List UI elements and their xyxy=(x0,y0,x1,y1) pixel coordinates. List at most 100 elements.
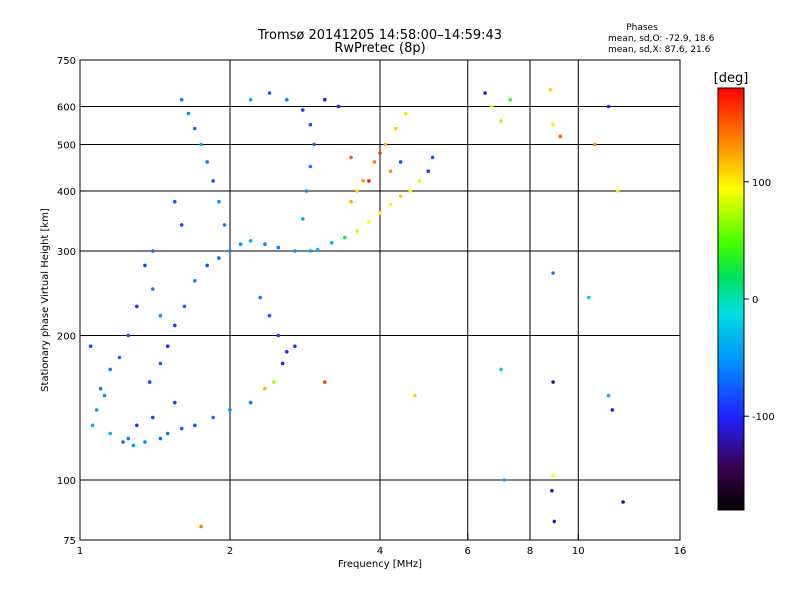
x-tick-label: 10 xyxy=(572,546,585,557)
data-point xyxy=(343,235,347,240)
x-tick-label: 1 xyxy=(77,546,83,557)
data-point xyxy=(126,436,131,441)
data-point xyxy=(499,367,503,372)
data-point xyxy=(558,134,562,139)
data-point xyxy=(615,189,620,193)
data-point xyxy=(151,249,155,253)
data-point xyxy=(211,415,215,420)
data-point xyxy=(301,217,305,221)
data-point xyxy=(102,393,107,398)
data-point xyxy=(228,249,232,253)
data-point xyxy=(606,104,611,109)
colorbar-tick-label: 0 xyxy=(752,295,758,306)
data-point xyxy=(98,386,103,391)
data-point xyxy=(398,194,403,199)
data-point xyxy=(238,242,243,246)
data-point xyxy=(355,229,360,233)
data-point xyxy=(135,304,139,309)
x-tick-label: 8 xyxy=(527,546,533,557)
data-point xyxy=(430,155,435,160)
data-point xyxy=(393,126,398,131)
data-point xyxy=(165,344,170,349)
data-point xyxy=(426,169,431,173)
data-point xyxy=(158,436,163,441)
data-point xyxy=(315,247,320,252)
data-point xyxy=(413,393,417,398)
data-point xyxy=(263,242,267,246)
data-point xyxy=(211,179,215,183)
data-point xyxy=(367,220,371,224)
data-point xyxy=(301,108,305,112)
data-point xyxy=(551,474,555,478)
data-point xyxy=(308,249,313,253)
data-point xyxy=(378,151,382,155)
data-point xyxy=(293,249,297,253)
colorbar-label: [deg] xyxy=(714,71,749,86)
y-tick-label: 100 xyxy=(57,476,76,487)
data-point xyxy=(398,160,403,164)
phase-stats-o: mean, sd,O: -72.9, 18.6 xyxy=(608,34,715,44)
data-point xyxy=(135,423,139,428)
data-point xyxy=(151,415,155,420)
data-point xyxy=(550,488,554,493)
data-point xyxy=(323,97,327,102)
data-point xyxy=(383,142,388,147)
data-point xyxy=(388,202,393,207)
data-point xyxy=(508,97,512,102)
data-point xyxy=(552,519,557,524)
data-point xyxy=(267,313,272,318)
data-point xyxy=(126,333,131,338)
data-point xyxy=(483,91,487,95)
data-point xyxy=(143,440,147,444)
data-point xyxy=(217,199,221,204)
data-point xyxy=(276,333,281,338)
data-points xyxy=(88,88,625,529)
data-point xyxy=(349,199,353,204)
data-point xyxy=(199,524,203,529)
data-point xyxy=(610,408,615,412)
data-point xyxy=(158,361,163,366)
data-point xyxy=(263,386,267,391)
data-point xyxy=(372,160,377,164)
data-point xyxy=(147,380,152,384)
data-point xyxy=(308,164,313,169)
y-tick-label: 600 xyxy=(57,103,76,114)
data-point xyxy=(280,361,285,366)
data-point xyxy=(143,263,147,268)
data-point xyxy=(151,287,155,291)
data-point xyxy=(108,431,112,436)
data-point xyxy=(179,223,184,227)
data-point xyxy=(88,344,93,349)
data-point xyxy=(193,279,197,283)
data-point xyxy=(186,111,191,116)
y-tick-label: 300 xyxy=(57,247,76,258)
data-point xyxy=(90,423,95,428)
y-tick-label: 750 xyxy=(57,56,76,67)
data-point xyxy=(108,367,112,372)
x-tick-label: 4 xyxy=(377,546,383,557)
x-axis-label: Frequency [MHz] xyxy=(338,559,422,570)
data-point xyxy=(606,393,611,398)
data-point xyxy=(248,239,253,243)
data-point xyxy=(193,423,197,428)
data-point xyxy=(173,400,177,405)
data-point xyxy=(205,160,209,164)
y-tick-label: 75 xyxy=(63,536,76,547)
data-point xyxy=(173,199,177,204)
data-point xyxy=(222,223,227,227)
grid-lines xyxy=(80,60,680,540)
data-point xyxy=(272,380,276,384)
data-point xyxy=(182,304,187,309)
data-point xyxy=(502,478,507,482)
colorbar xyxy=(717,87,745,511)
data-point xyxy=(228,408,232,412)
data-point xyxy=(179,426,184,431)
data-point xyxy=(248,400,253,405)
data-point xyxy=(417,179,422,183)
x-tick-label: 16 xyxy=(674,546,687,557)
data-point xyxy=(285,350,289,354)
phase-stats-heading: Phases xyxy=(626,23,658,33)
data-point xyxy=(158,313,163,318)
data-point xyxy=(367,179,371,183)
x-tick-label: 2 xyxy=(227,546,233,557)
